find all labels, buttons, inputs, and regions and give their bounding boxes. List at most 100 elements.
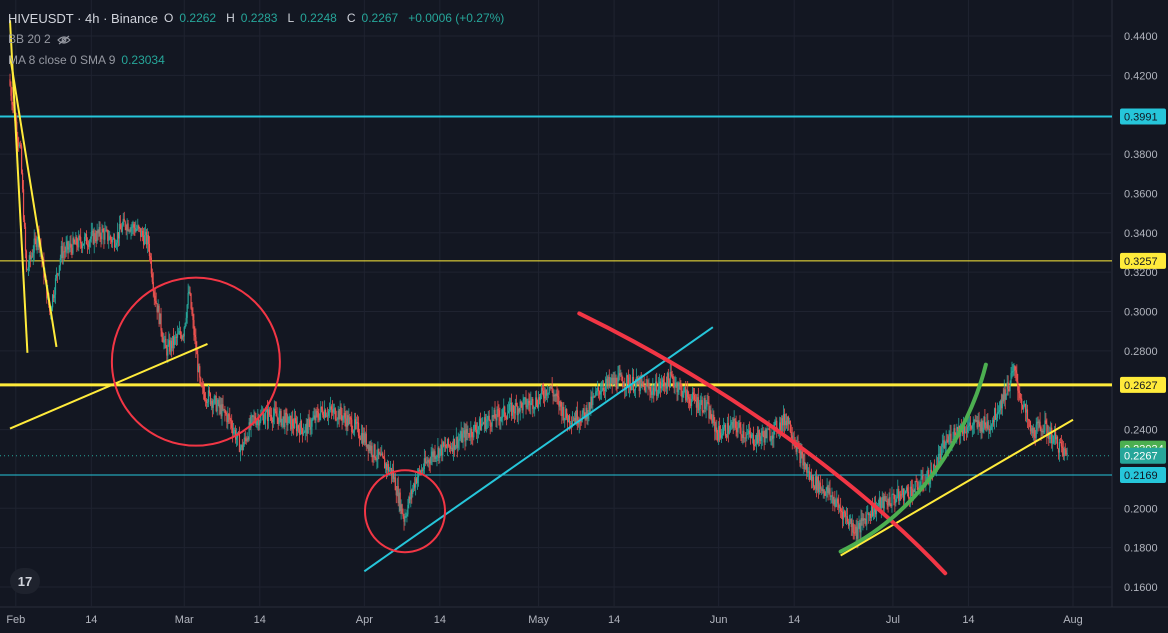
candle-body [989, 429, 991, 431]
candle-body [266, 409, 269, 422]
candle-body [912, 490, 914, 498]
candle-body [941, 442, 943, 447]
bb-indicator-row[interactable]: BB 20 2 [8, 29, 508, 50]
candle-body [617, 375, 619, 389]
candle-body [31, 256, 33, 258]
candle-body [150, 257, 152, 274]
candle-body [738, 422, 740, 428]
candle-body [816, 476, 819, 491]
symbol-title[interactable]: HIVEUSDT · 4h · Binance [8, 11, 159, 26]
candle-body [1015, 370, 1017, 373]
candle-body [870, 513, 872, 519]
candle-body [639, 378, 641, 392]
candle-body [272, 415, 274, 423]
candle-body [1051, 427, 1053, 444]
candle-body [768, 428, 770, 430]
candle-body [122, 218, 124, 226]
candle-body [360, 433, 363, 440]
candle-body [172, 336, 174, 349]
candle-body [421, 469, 424, 471]
candle-body [482, 423, 485, 425]
trendline [9, 343, 208, 430]
candle-body [629, 383, 632, 391]
candle-body [444, 444, 446, 447]
price-axis[interactable]: 0.4400 0.4200 0.3800 0.3600 0.3400 0.3200 0.30… [1124, 31, 1158, 594]
candle-body [638, 380, 640, 392]
candle-body [644, 385, 646, 393]
candle-body [453, 438, 455, 450]
x-tick-label: 14 [608, 614, 620, 626]
candle-body [233, 431, 235, 434]
candle-body [178, 331, 181, 334]
ma-indicator-row[interactable]: MA 8 close 0 SMA 9 0.23034 [8, 50, 508, 71]
candle-body [355, 419, 357, 424]
candle-body [902, 488, 905, 501]
candle-body [120, 229, 122, 232]
time-axis[interactable]: Feb 14 Mar 14 Apr 14 May 14 Jun 14 Jul 14 Aug [6, 614, 1082, 626]
candle-body [659, 381, 662, 389]
candle-body [728, 431, 730, 434]
candle-body [653, 387, 655, 395]
candle-body [804, 461, 806, 469]
candle-body [469, 436, 471, 438]
candle-body [981, 420, 983, 432]
candle-body [206, 401, 209, 403]
candle-body [844, 512, 847, 517]
candle-body [21, 173, 24, 190]
candle-body [1014, 365, 1016, 371]
candle-body [388, 469, 391, 472]
candle-body [868, 513, 870, 516]
candle-body [760, 436, 762, 442]
ma-indicator-label[interactable]: MA 8 close 0 SMA 9 [8, 53, 116, 67]
candle-body [35, 238, 37, 247]
candle-body [102, 228, 104, 232]
tradingview-logo[interactable]: 17 [10, 568, 40, 594]
candle-body [173, 336, 176, 346]
candle-body [320, 406, 322, 414]
candle-body [699, 402, 701, 410]
candle-body [795, 444, 797, 452]
candle-body [368, 445, 370, 452]
bb-indicator-label[interactable]: BB 20 2 [8, 32, 51, 46]
eye-hidden-icon[interactable] [56, 35, 71, 45]
candle-body [376, 458, 378, 460]
candle-body [828, 488, 830, 493]
candle-body [809, 471, 811, 480]
candle-body [587, 413, 589, 419]
candle-body [143, 234, 146, 245]
candle-body [864, 518, 866, 520]
candle-body [1059, 442, 1062, 444]
candle-body [293, 426, 295, 429]
candle-body [970, 425, 972, 429]
candle-body [252, 415, 254, 417]
candle-body [675, 383, 677, 385]
candle-body [787, 416, 789, 425]
candle-body [705, 406, 707, 409]
candle-body [205, 400, 208, 403]
candle-body [975, 420, 977, 421]
candle-body [754, 443, 757, 446]
level-price-badge-bg [1120, 376, 1166, 393]
candle-body [274, 408, 276, 412]
candle-body [833, 499, 835, 504]
candle-body [580, 421, 582, 423]
candle-body [468, 433, 470, 437]
x-tick-label: May [528, 614, 549, 626]
candle-body [443, 442, 445, 447]
candle-body [204, 399, 207, 401]
candle-body [426, 461, 428, 463]
candle-body [270, 415, 272, 420]
candle-body [1062, 447, 1064, 457]
candle-body [905, 487, 908, 491]
candle-body [933, 464, 936, 466]
candle-body [302, 432, 304, 435]
candle-body [123, 218, 125, 222]
candle-body [110, 236, 112, 240]
current-price-badge: 0.2267 [1124, 451, 1158, 463]
candle-body [627, 375, 629, 378]
candle-body [731, 422, 733, 425]
candle-body [789, 420, 791, 433]
candle-body [877, 504, 880, 506]
